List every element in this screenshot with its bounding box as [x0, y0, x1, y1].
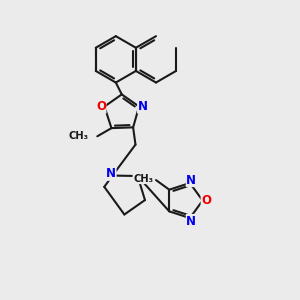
Text: O: O [201, 194, 211, 207]
Text: CH₃: CH₃ [69, 131, 89, 141]
Text: N: N [186, 214, 197, 227]
Text: O: O [96, 100, 106, 113]
Text: N: N [186, 173, 197, 187]
Text: CH₃: CH₃ [133, 174, 153, 184]
Text: N: N [106, 167, 116, 180]
Text: N: N [138, 100, 148, 113]
